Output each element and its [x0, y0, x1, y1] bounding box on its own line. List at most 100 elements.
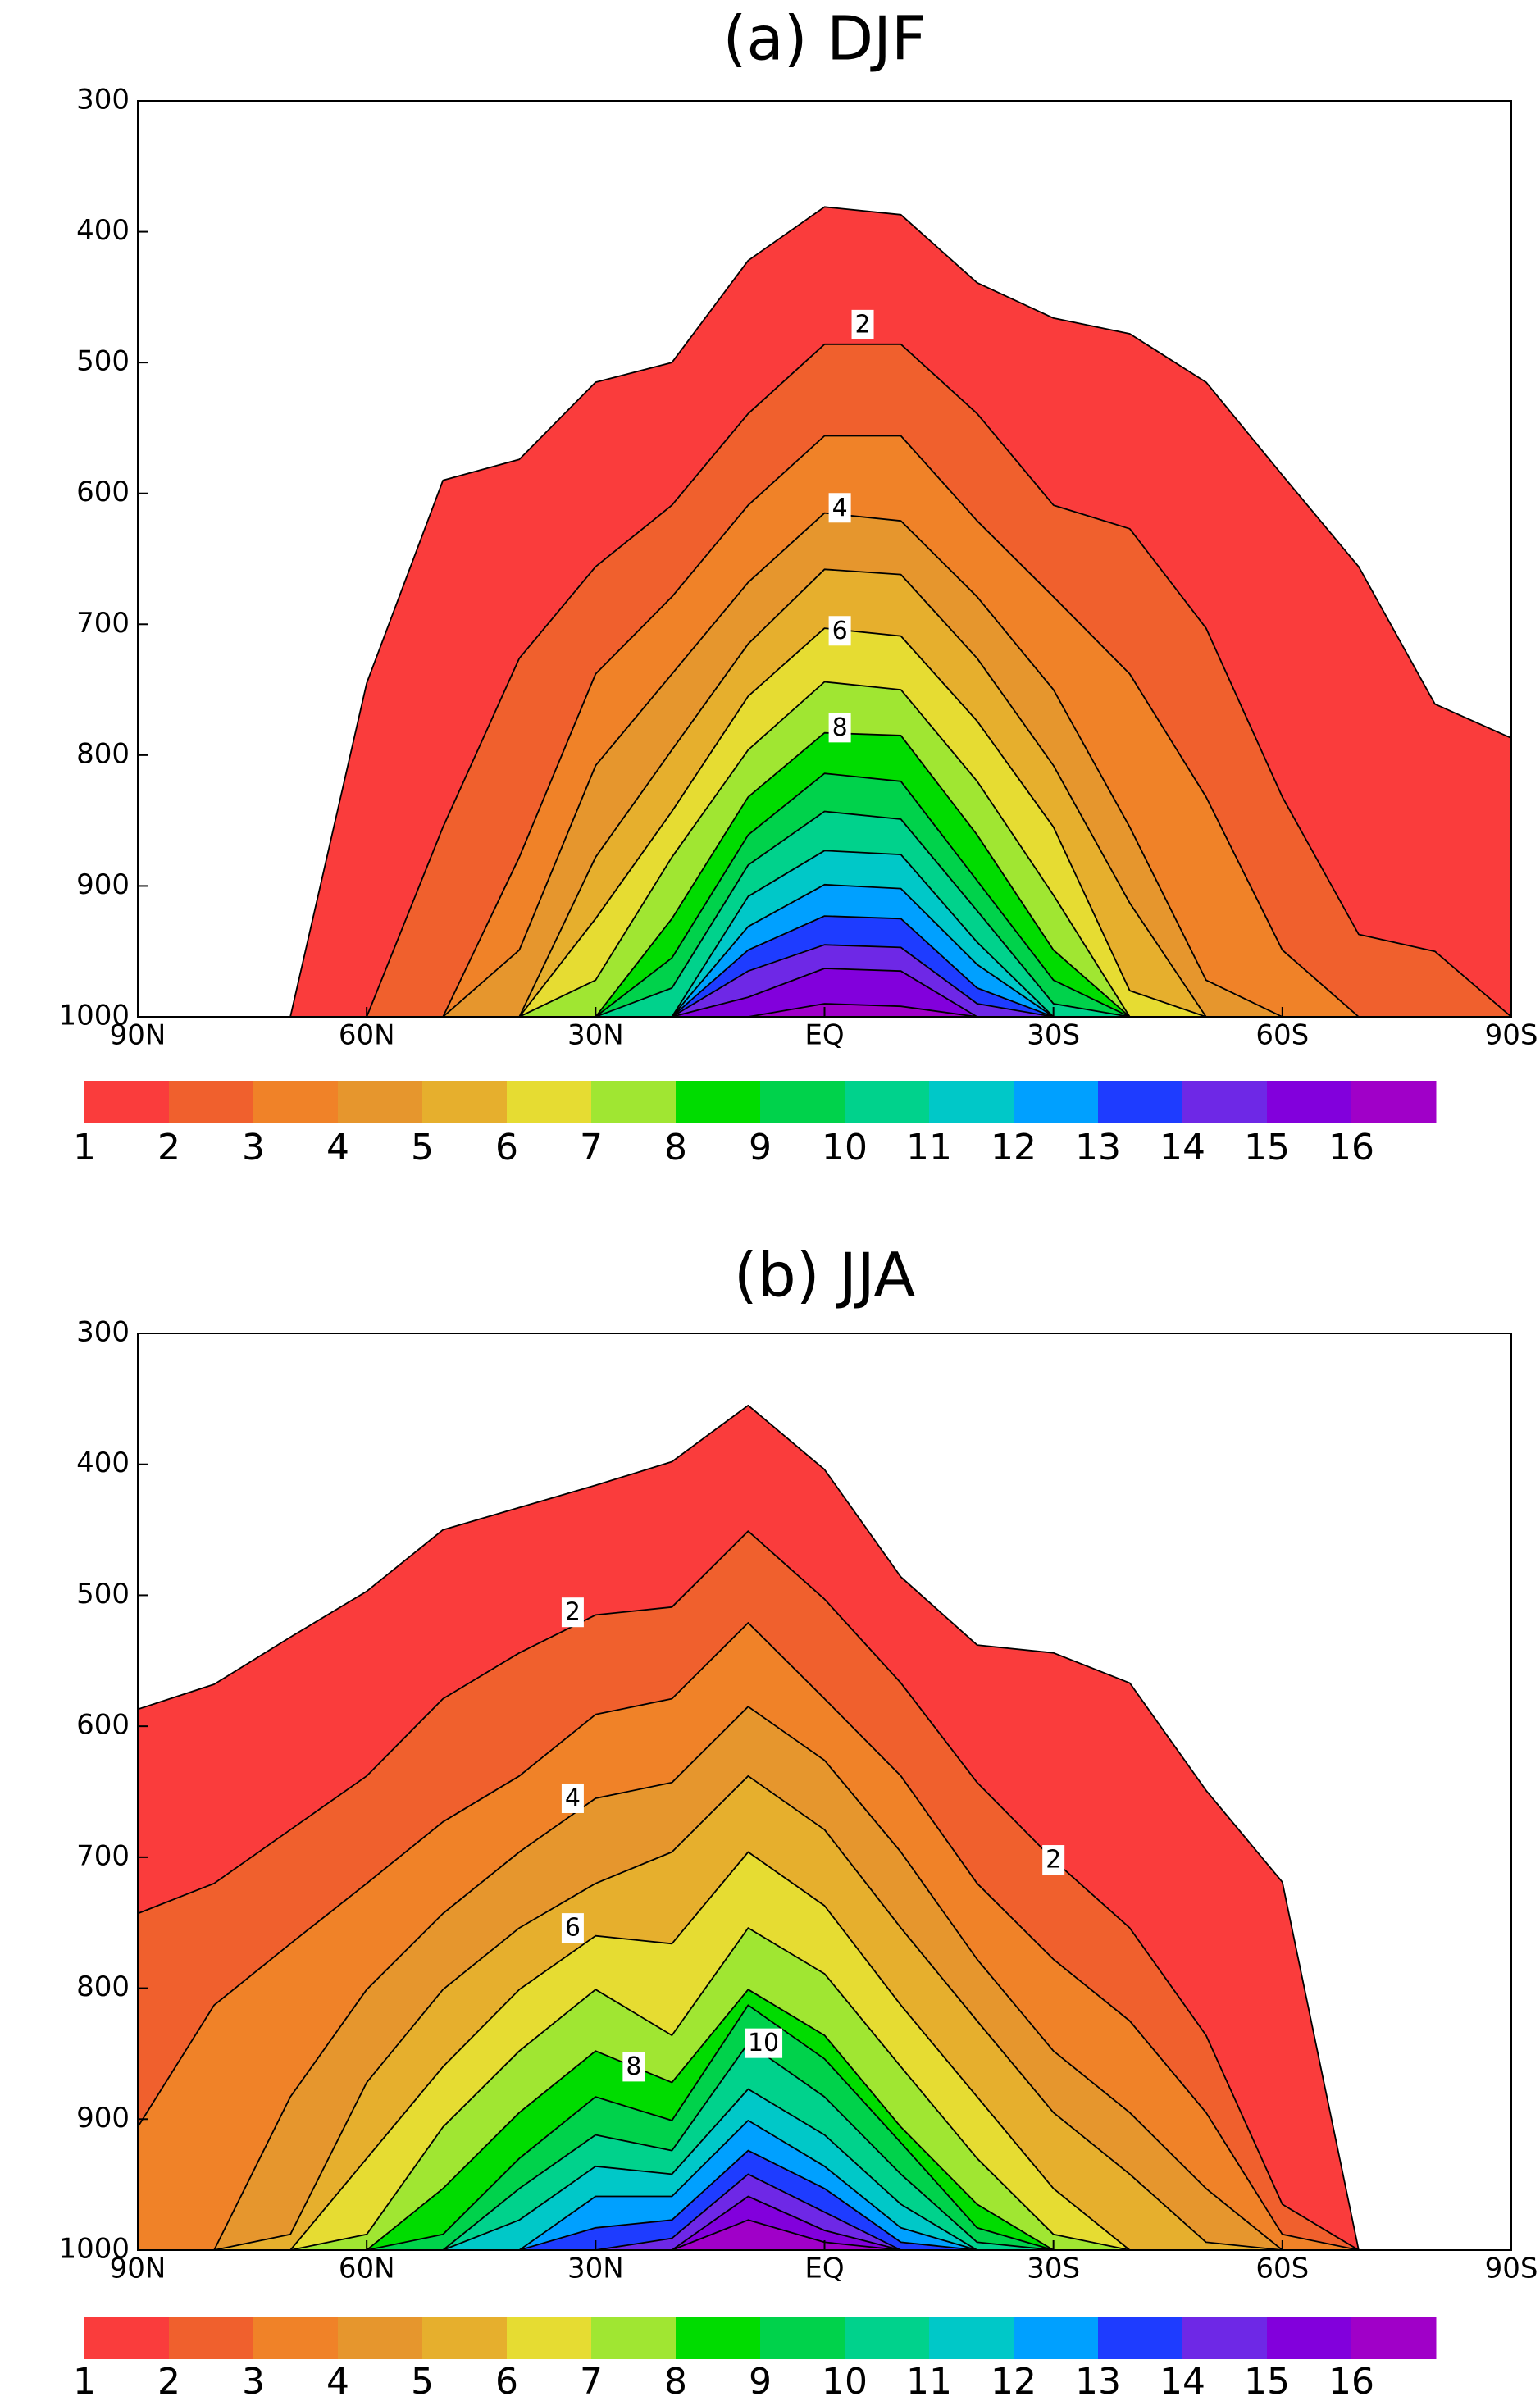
colorbar-box — [591, 1081, 677, 1123]
contour-region — [138, 2120, 1511, 2250]
contour-label-bg — [745, 2028, 783, 2058]
y-tick-label: 900 — [76, 2102, 130, 2134]
contour-label-bg — [622, 2052, 645, 2082]
colorbar-label: 9 — [749, 1127, 772, 1169]
colorbar-box — [338, 1081, 423, 1123]
colorbar-box — [253, 1081, 339, 1123]
x-tick-label: 60N — [339, 1019, 395, 1052]
colorbar-box — [84, 1081, 170, 1123]
x-tick-label: 90S — [1485, 1019, 1538, 1052]
colorbar-label: 12 — [991, 1127, 1037, 1169]
colorbar-box — [929, 2317, 1014, 2359]
colorbar-box — [253, 2317, 339, 2359]
colorbar-box — [1014, 2317, 1099, 2359]
colorbar-box — [845, 1081, 930, 1123]
y-tick-label: 900 — [76, 868, 130, 901]
contour-region — [138, 2195, 1511, 2250]
x-tick-label: 30N — [567, 1019, 624, 1052]
x-tick-label: 30S — [1027, 2253, 1080, 2285]
colorbar-label: 14 — [1160, 2361, 1205, 2401]
colorbar-label: 11 — [906, 2361, 952, 2401]
x-tick-label: 60S — [1255, 2253, 1309, 2285]
contour-region — [138, 968, 1511, 1017]
contour-label: 2 — [565, 1598, 581, 1627]
colorbar-box — [338, 2317, 423, 2359]
colorbar-label: 13 — [1075, 1127, 1121, 1169]
y-tick-label: 800 — [76, 737, 130, 770]
colorbar-label: 11 — [906, 1127, 952, 1169]
contour-label-bg — [851, 309, 874, 339]
contour-label: 6 — [832, 617, 848, 645]
contour-label: 4 — [565, 1784, 581, 1812]
y-tick-label: 500 — [76, 1578, 130, 1611]
y-tick-label: 400 — [76, 1447, 130, 1479]
colorbar-label: 7 — [580, 2361, 603, 2401]
colorbar-box — [1267, 2317, 1352, 2359]
contour-label-bg — [561, 1783, 584, 1813]
x-tick-label: 90N — [110, 2253, 166, 2285]
colorbar-box — [591, 2317, 677, 2359]
colorbar-box — [169, 2317, 254, 2359]
colorbar-box — [422, 1081, 508, 1123]
contour-label-bg — [1042, 1845, 1065, 1875]
colorbar-box — [845, 2317, 930, 2359]
chart-title: (a) DJF — [723, 4, 927, 75]
colorbar-label: 6 — [495, 2361, 518, 2401]
x-tick-label: 90N — [110, 1019, 166, 1052]
x-tick-label: EQ — [804, 1019, 844, 1052]
colorbar-box — [676, 1081, 761, 1123]
x-tick-label: 60S — [1255, 1019, 1309, 1052]
contour-label-bg — [828, 493, 851, 523]
colorbar-box — [507, 2317, 592, 2359]
colorbar-box — [760, 1081, 845, 1123]
colorbar-label: 10 — [822, 2361, 868, 2401]
chart-title: (b) JJA — [734, 1241, 916, 1311]
x-tick-label: 30N — [567, 2253, 624, 2285]
plot-area — [138, 1404, 1511, 2250]
colorbar-label: 7 — [580, 1127, 603, 1169]
colorbar-label: 3 — [242, 1127, 265, 1169]
y-tick-label: 300 — [76, 1316, 130, 1349]
contour-label-bg — [561, 1597, 584, 1628]
colorbar-label: 15 — [1244, 1127, 1290, 1169]
colorbar-label: 5 — [411, 2361, 434, 2401]
colorbar-box — [1182, 1081, 1268, 1123]
contour-region — [138, 2173, 1511, 2250]
y-tick-label: 600 — [76, 1709, 130, 1742]
colorbar-label: 12 — [991, 2361, 1037, 2401]
colorbar-label: 14 — [1160, 1127, 1205, 1169]
plot-area — [138, 206, 1511, 1017]
colorbar-label: 1 — [73, 1127, 96, 1169]
y-tick-label: 800 — [76, 1970, 130, 2003]
contour-label: 2 — [1046, 1846, 1061, 1875]
colorbar-label: 10 — [822, 1127, 868, 1169]
colorbar-label: 2 — [157, 1127, 180, 1169]
colorbar-box — [1014, 1081, 1099, 1123]
contour-label: 8 — [626, 2052, 641, 2081]
colorbar-label: 16 — [1328, 1127, 1374, 1169]
x-tick-label: 60N — [339, 2253, 395, 2285]
contour-label-bg — [561, 1913, 584, 1943]
colorbar-box — [1182, 2317, 1268, 2359]
x-tick-label: 30S — [1027, 1019, 1080, 1052]
colorbar-box — [1351, 2317, 1437, 2359]
colorbar-box — [1098, 2317, 1183, 2359]
colorbar-box — [1267, 1081, 1352, 1123]
y-tick-label: 500 — [76, 345, 130, 378]
y-tick-label: 700 — [76, 1839, 130, 1872]
colorbar-box — [1351, 1081, 1437, 1123]
contour-label: 4 — [832, 494, 848, 522]
y-tick-label: 700 — [76, 607, 130, 640]
colorbar-label: 16 — [1328, 2361, 1374, 2401]
contour-label: 6 — [565, 1914, 581, 1943]
colorbar-box — [422, 2317, 508, 2359]
contour-label: 10 — [748, 2029, 779, 2057]
colorbar-label: 3 — [242, 2361, 265, 2401]
colorbar-label: 9 — [749, 2361, 772, 2401]
colorbar-label: 2 — [157, 2361, 180, 2401]
colorbar-label: 5 — [411, 1127, 434, 1169]
